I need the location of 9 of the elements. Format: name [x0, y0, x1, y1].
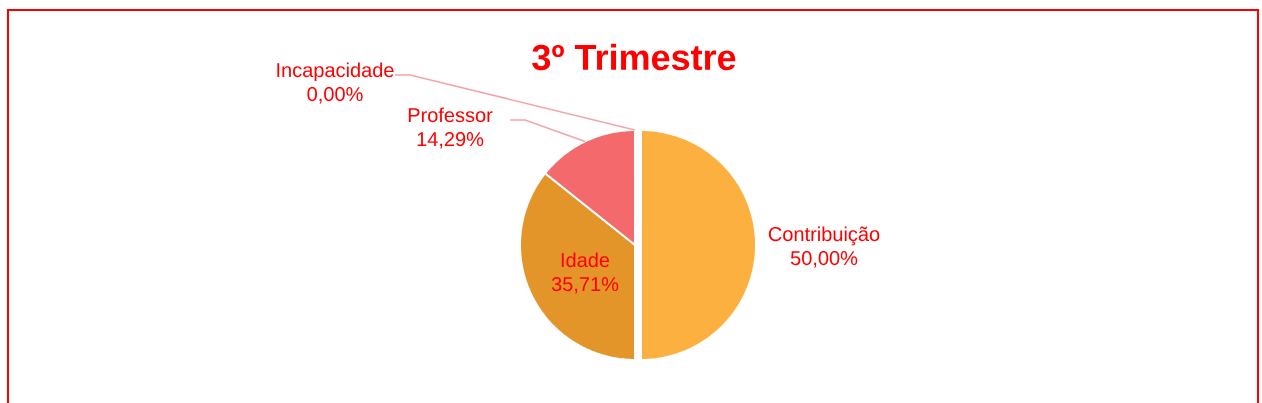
data-label: 35,71%	[551, 277, 619, 294]
category-label: Incapacidade	[277, 62, 394, 82]
text: 0,00%	[307, 87, 363, 104]
data-label: 14,29%	[417, 132, 484, 149]
chart-title: 3º Trimestre	[532, 43, 736, 71]
slice-label: Contribuição	[768, 226, 880, 246]
slice-label: Professor	[408, 107, 493, 123]
data-label: 50,00%	[790, 251, 858, 268]
slice-label: Idade	[561, 252, 610, 268]
